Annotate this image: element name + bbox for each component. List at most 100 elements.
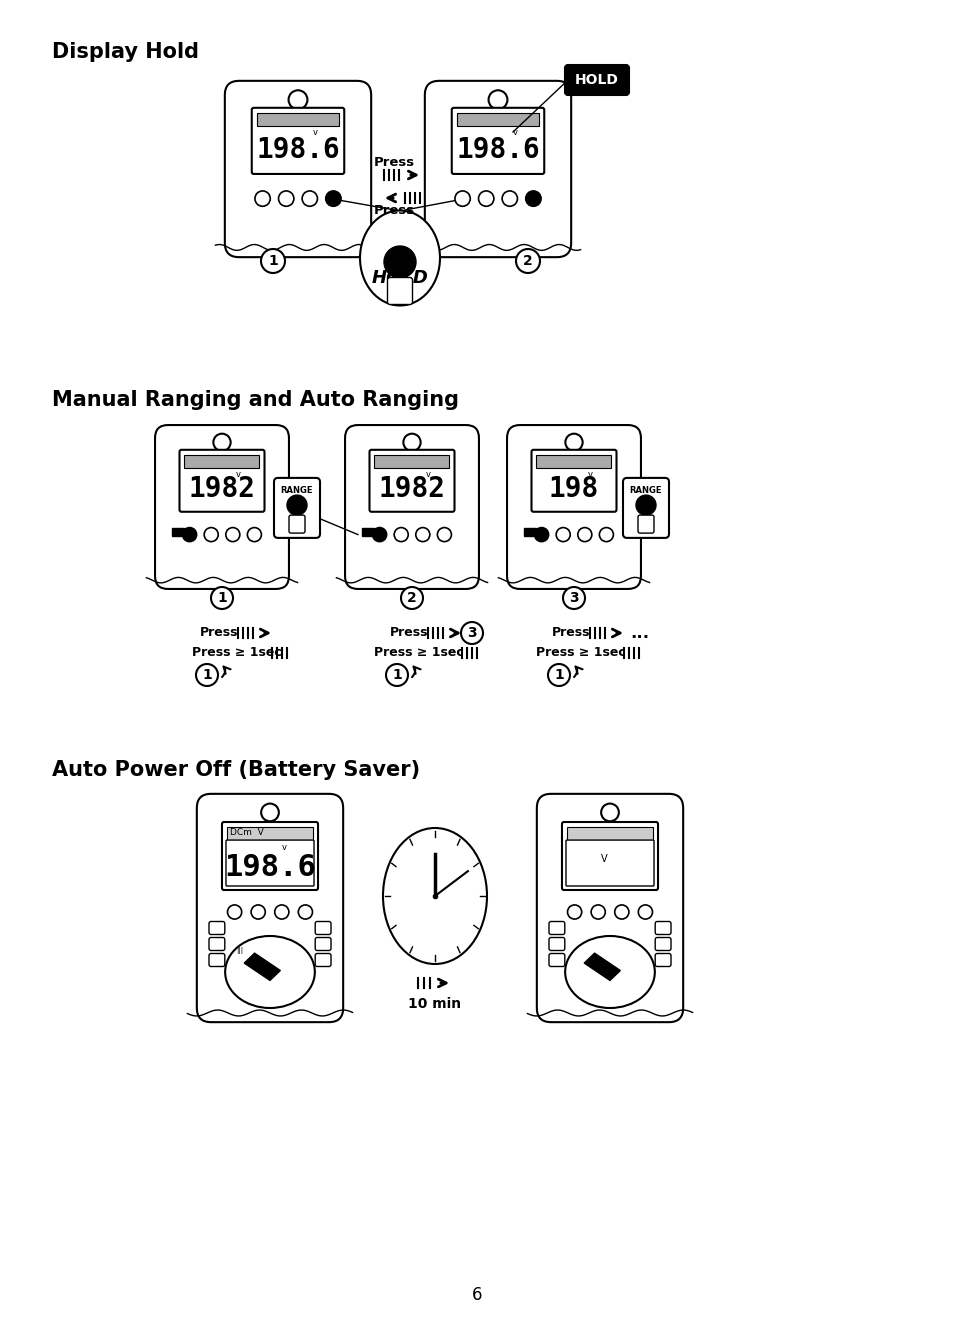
FancyBboxPatch shape xyxy=(564,65,628,95)
FancyBboxPatch shape xyxy=(314,922,331,935)
Circle shape xyxy=(578,527,591,542)
Text: 198: 198 xyxy=(548,476,598,503)
FancyBboxPatch shape xyxy=(548,938,564,951)
FancyBboxPatch shape xyxy=(225,81,371,257)
Text: 1982: 1982 xyxy=(378,476,445,503)
Text: Press: Press xyxy=(552,626,590,639)
Text: HOLD: HOLD xyxy=(575,73,618,87)
Text: RANGE: RANGE xyxy=(629,486,661,496)
FancyBboxPatch shape xyxy=(369,450,454,511)
Circle shape xyxy=(556,527,570,542)
FancyBboxPatch shape xyxy=(209,954,225,967)
Circle shape xyxy=(400,587,422,609)
Bar xyxy=(375,454,449,468)
FancyBboxPatch shape xyxy=(314,938,331,951)
Circle shape xyxy=(455,190,470,206)
FancyArrowPatch shape xyxy=(574,666,582,677)
Text: 1: 1 xyxy=(554,669,563,682)
Circle shape xyxy=(261,249,285,273)
Circle shape xyxy=(226,527,239,542)
FancyBboxPatch shape xyxy=(274,478,319,538)
Circle shape xyxy=(204,527,218,542)
Circle shape xyxy=(325,190,341,206)
Text: Auto Power Off (Battery Saver): Auto Power Off (Battery Saver) xyxy=(52,761,419,781)
FancyBboxPatch shape xyxy=(506,425,640,589)
FancyBboxPatch shape xyxy=(252,108,344,174)
Text: V: V xyxy=(600,854,607,864)
Text: 6: 6 xyxy=(471,1285,482,1304)
Circle shape xyxy=(373,527,386,542)
Circle shape xyxy=(298,904,313,919)
Text: 10 min: 10 min xyxy=(408,996,461,1011)
Circle shape xyxy=(600,803,618,822)
Bar xyxy=(536,454,611,468)
Circle shape xyxy=(386,663,408,686)
Text: 1982: 1982 xyxy=(189,476,255,503)
FancyBboxPatch shape xyxy=(289,515,305,533)
Circle shape xyxy=(211,587,233,609)
FancyBboxPatch shape xyxy=(345,425,478,589)
Ellipse shape xyxy=(564,936,654,1008)
Bar xyxy=(456,113,538,127)
Text: 1: 1 xyxy=(268,254,277,268)
Text: 198.6: 198.6 xyxy=(255,136,339,164)
FancyArrowPatch shape xyxy=(412,666,420,677)
FancyBboxPatch shape xyxy=(565,840,654,886)
Text: v: v xyxy=(313,128,318,137)
Text: 1: 1 xyxy=(202,669,212,682)
Circle shape xyxy=(598,527,613,542)
FancyBboxPatch shape xyxy=(196,794,343,1022)
Circle shape xyxy=(562,587,584,609)
FancyBboxPatch shape xyxy=(209,922,225,935)
Bar xyxy=(523,527,536,535)
Text: 2: 2 xyxy=(407,591,416,605)
Polygon shape xyxy=(583,954,619,980)
Text: Press: Press xyxy=(373,156,415,169)
FancyBboxPatch shape xyxy=(387,277,412,305)
Text: DCm  V: DCm V xyxy=(230,829,263,836)
Circle shape xyxy=(302,190,317,206)
Bar xyxy=(566,827,653,840)
Bar xyxy=(256,113,339,127)
Circle shape xyxy=(488,91,507,109)
Circle shape xyxy=(403,434,420,452)
FancyBboxPatch shape xyxy=(655,922,670,935)
Text: ...: ... xyxy=(629,623,648,642)
Text: 198.6: 198.6 xyxy=(224,852,315,882)
Circle shape xyxy=(614,904,628,919)
Circle shape xyxy=(274,904,289,919)
Circle shape xyxy=(287,496,307,515)
FancyBboxPatch shape xyxy=(638,515,654,533)
FancyBboxPatch shape xyxy=(548,954,564,967)
FancyBboxPatch shape xyxy=(314,954,331,967)
Circle shape xyxy=(416,527,430,542)
Circle shape xyxy=(636,496,656,515)
Bar xyxy=(361,527,374,535)
FancyBboxPatch shape xyxy=(155,425,289,589)
Circle shape xyxy=(436,527,451,542)
Text: 198.6: 198.6 xyxy=(456,136,539,164)
Text: Press ≥ 1sec: Press ≥ 1sec xyxy=(192,646,281,659)
Circle shape xyxy=(638,904,652,919)
Circle shape xyxy=(591,904,604,919)
Circle shape xyxy=(525,190,540,206)
Circle shape xyxy=(516,249,539,273)
Polygon shape xyxy=(244,954,280,980)
Circle shape xyxy=(288,91,307,109)
Text: Press: Press xyxy=(373,204,415,217)
Text: RANGE: RANGE xyxy=(280,486,313,496)
FancyBboxPatch shape xyxy=(548,922,564,935)
Text: HOLD: HOLD xyxy=(371,269,428,286)
Circle shape xyxy=(547,663,569,686)
Text: v: v xyxy=(587,470,592,478)
Circle shape xyxy=(254,190,270,206)
Circle shape xyxy=(247,527,261,542)
Bar xyxy=(184,454,259,468)
Circle shape xyxy=(213,434,231,452)
Text: 1: 1 xyxy=(217,591,227,605)
Circle shape xyxy=(251,904,265,919)
Circle shape xyxy=(567,904,581,919)
Circle shape xyxy=(384,246,416,278)
Text: v: v xyxy=(281,843,286,852)
FancyBboxPatch shape xyxy=(222,822,317,890)
